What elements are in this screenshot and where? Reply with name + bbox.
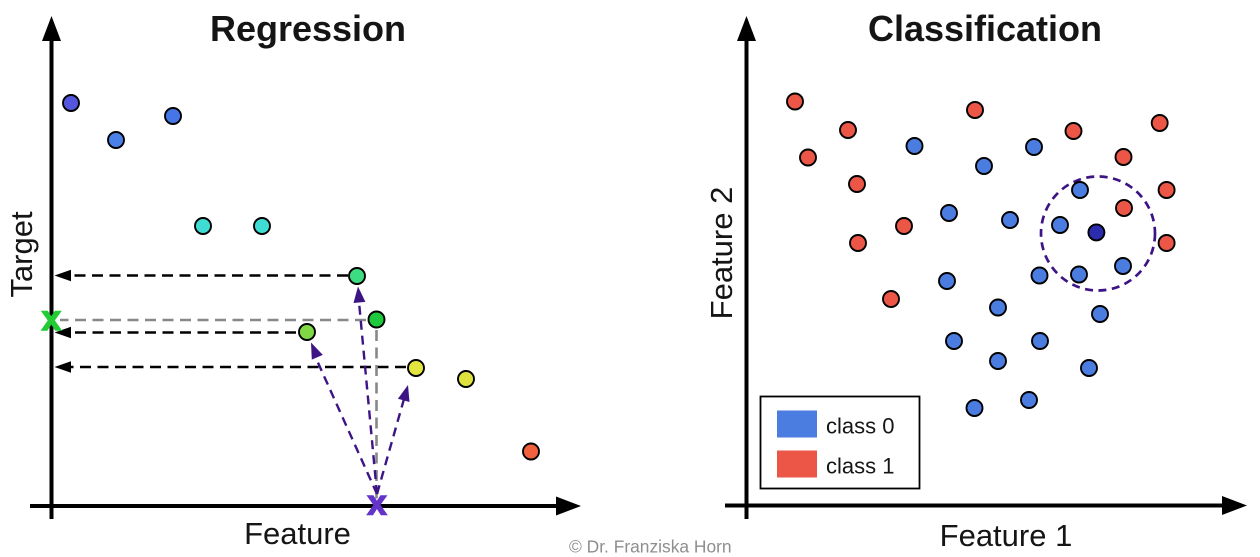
svg-text:class 0: class 0 bbox=[826, 414, 894, 439]
svg-text:Feature 1: Feature 1 bbox=[940, 518, 1073, 553]
svg-text:Classification: Classification bbox=[868, 8, 1102, 49]
svg-text:Regression: Regression bbox=[210, 8, 406, 49]
svg-text:Feature: Feature bbox=[244, 516, 351, 551]
svg-text:x: x bbox=[367, 484, 387, 523]
svg-text:© Dr. Franziska Horn: © Dr. Franziska Horn bbox=[569, 537, 732, 557]
svg-text:Target: Target bbox=[4, 211, 39, 298]
svg-text:x: x bbox=[42, 299, 62, 338]
svg-text:class 1: class 1 bbox=[826, 454, 894, 479]
svg-text:Feature 2: Feature 2 bbox=[704, 187, 739, 320]
